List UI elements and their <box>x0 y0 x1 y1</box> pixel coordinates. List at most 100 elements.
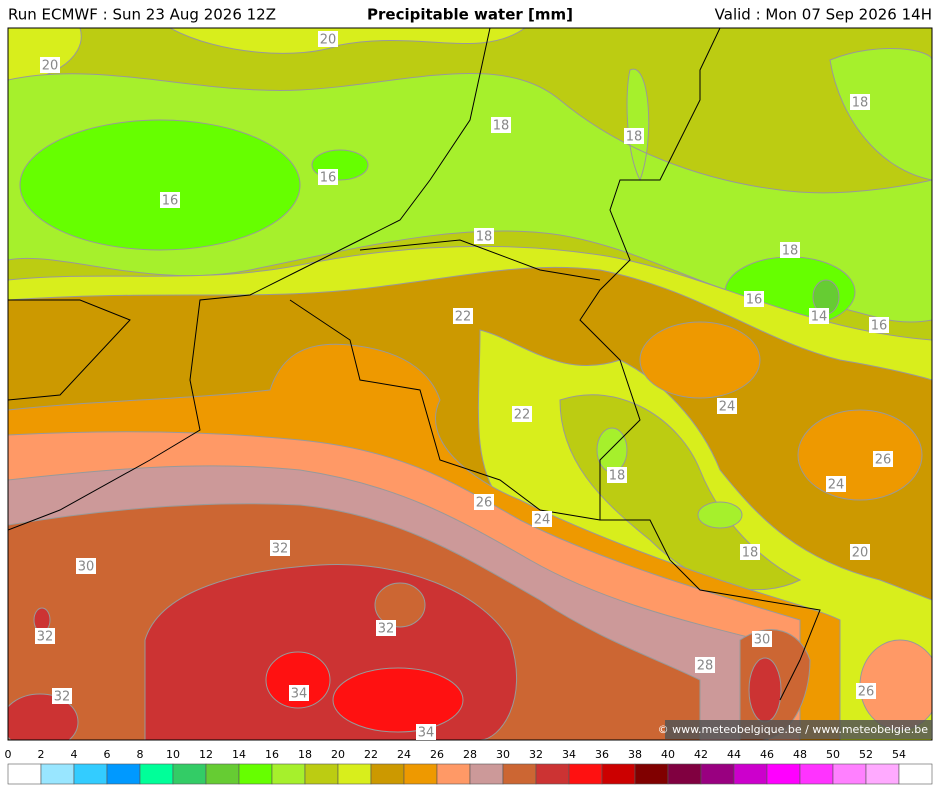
colorbar-tick-label: 34 <box>562 748 576 761</box>
coastline <box>8 28 491 531</box>
contour-label-bg <box>740 544 760 560</box>
colorbar-box <box>799 763 834 785</box>
contour-label-bg <box>270 540 290 556</box>
field <box>748 657 782 723</box>
contour-label-bg <box>869 317 889 333</box>
colorbar-box <box>832 763 867 785</box>
colorbar-tick-label: 4 <box>71 748 78 761</box>
colorbar: 0 2 4 6 8 10 12 14 16 18 20 22 24 26 28 30 32 34 36 38 40 42 4… <box>5 748 933 785</box>
contour-label-bg <box>744 291 764 307</box>
contour-label: 16 <box>320 171 337 186</box>
colorbar-tick-label: 8 <box>137 748 144 761</box>
colorbar-tick-label: 6 <box>104 748 111 761</box>
colorbar-tick-label: 24 <box>397 748 411 761</box>
colorbar-box <box>568 763 603 785</box>
colorbar-box <box>436 763 471 785</box>
colorbar-box <box>700 763 735 785</box>
colorbar-tick-label: 48 <box>793 748 807 761</box>
contour-label: 16 <box>162 194 179 209</box>
contour-label-bg <box>873 451 893 467</box>
colorbar-tick-label: 38 <box>628 748 642 761</box>
contour-label: 34 <box>418 726 435 741</box>
colorbar-box <box>733 763 768 785</box>
contour-label-bg <box>717 398 737 414</box>
contour-label: 24 <box>828 478 845 493</box>
contour-label: 30 <box>754 633 771 648</box>
colorbar-tick-label: 2 <box>38 748 45 761</box>
colorbar-tick-label: 0 <box>5 748 12 761</box>
contour-label: 32 <box>54 690 71 705</box>
colorbar-tick-label: 54 <box>892 748 906 761</box>
border <box>289 299 601 521</box>
contour-label-bg <box>856 683 876 699</box>
field <box>639 321 761 399</box>
contour-label-bg <box>453 308 473 324</box>
contour-label: 16 <box>746 293 763 308</box>
colorbar-tick-label: 42 <box>694 748 708 761</box>
contour-label-bg <box>850 544 870 560</box>
colorbar-box <box>370 763 405 785</box>
contour-label: 26 <box>875 453 892 468</box>
contour-label: 26 <box>476 496 493 511</box>
contour-label: 32 <box>378 622 395 637</box>
colorbar-tick-label: 14 <box>232 748 246 761</box>
colorbar-box <box>7 763 42 785</box>
contour-label: 14 <box>811 310 828 325</box>
colorbar-box <box>205 763 240 785</box>
contour-label-bg <box>416 724 436 740</box>
colorbar-tick-label: 12 <box>199 748 213 761</box>
contour-label: 18 <box>609 469 626 484</box>
map <box>8 28 932 740</box>
border <box>579 28 821 701</box>
contour-label-bg <box>780 242 800 258</box>
contour-label: 20 <box>42 59 59 74</box>
contour-label: 30 <box>78 560 95 575</box>
contour-label: 16 <box>871 319 888 334</box>
contour-label: 28 <box>697 659 714 674</box>
contour-label-bg <box>752 631 772 647</box>
contour-label-bg <box>76 558 96 574</box>
colorbar-tick-label: 40 <box>661 748 675 761</box>
borders <box>8 28 821 701</box>
contour-label-bg <box>607 467 627 483</box>
colorbar-tick-label: 50 <box>826 748 840 761</box>
colorbar-tick-label: 46 <box>760 748 774 761</box>
colorbar-tick-label: 22 <box>364 748 378 761</box>
field <box>374 582 426 628</box>
colorbar-tick-label: 52 <box>859 748 873 761</box>
colorbar-box <box>469 763 504 785</box>
contour-label-bg <box>318 169 338 185</box>
border <box>359 239 601 281</box>
colorbar-box <box>73 763 108 785</box>
colorbar-box <box>766 763 801 785</box>
colorbar-tick-label: 10 <box>166 748 180 761</box>
contour-label: 18 <box>626 130 643 145</box>
contour-label-bg <box>289 685 309 701</box>
colorbar-tick-label: 16 <box>265 748 279 761</box>
contour-label: 20 <box>320 33 337 48</box>
colorbar-box <box>304 763 339 785</box>
map-title: Precipitable water [mm] <box>367 6 573 24</box>
contour-label: 18 <box>742 546 759 561</box>
map-frame <box>7 27 933 741</box>
field <box>797 409 923 501</box>
contour-label: 32 <box>272 542 289 557</box>
colorbar-tick-label: 44 <box>727 748 741 761</box>
colorbar-box <box>139 763 174 785</box>
colorbar-box <box>238 763 273 785</box>
contour-label: 18 <box>782 244 799 259</box>
colorbar-box <box>898 763 933 785</box>
contour-label-bg <box>850 94 870 110</box>
contour-label-bg <box>474 228 494 244</box>
contour-label-bg <box>40 57 60 73</box>
colorbar-tick-label: 32 <box>529 748 543 761</box>
field <box>8 693 79 740</box>
field <box>697 501 743 529</box>
credit: © www.meteobelgique.be / www.meteobelgie… <box>658 723 929 736</box>
contour-label: 34 <box>291 687 308 702</box>
contour-label: 24 <box>534 513 551 528</box>
colorbar-box <box>172 763 207 785</box>
contour-label-bg <box>160 192 180 208</box>
contour-label: 18 <box>852 96 869 111</box>
colorbar-box <box>667 763 702 785</box>
